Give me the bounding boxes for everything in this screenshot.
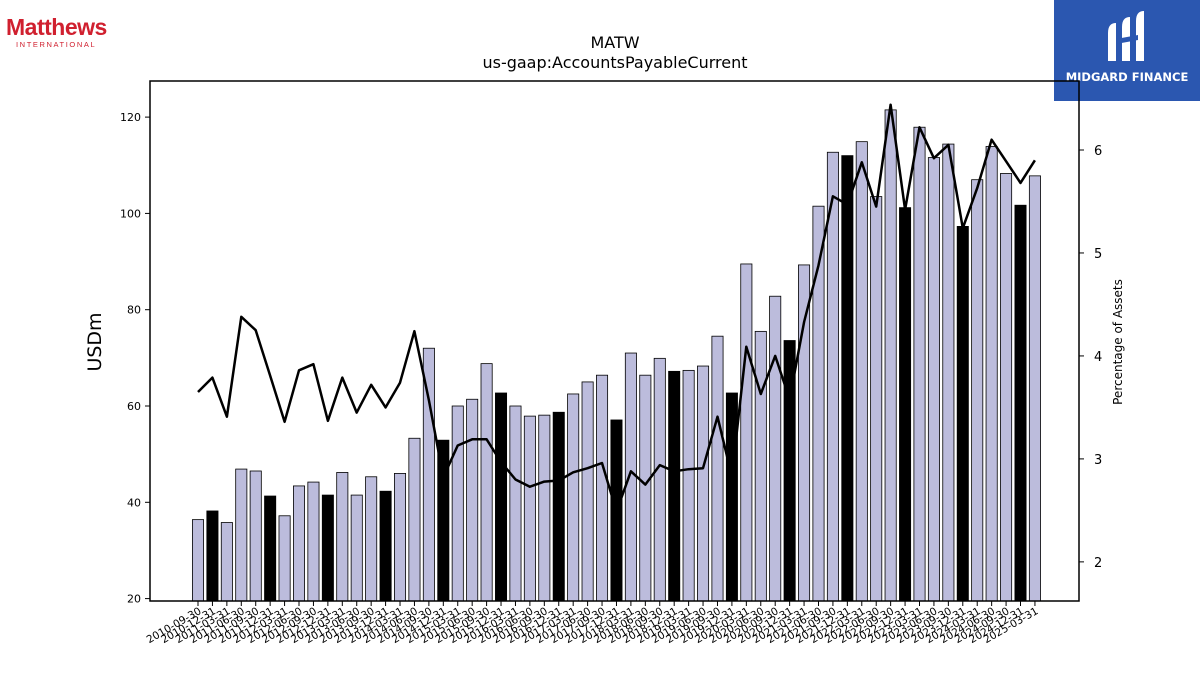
logo-company-name: MIDGARD FINANCE [1065,70,1189,84]
bar [668,370,681,602]
chart-subtitle: us-gaap:AccountsPayableCurrent [482,53,747,72]
y2-tick-label: 4 [1094,350,1102,365]
bar [653,357,666,602]
bar [206,510,219,602]
chart-title: MATW [590,33,639,52]
bar [1028,175,1041,602]
bar [971,179,984,602]
bar [437,439,450,602]
y-tick-label: 60 [127,400,141,413]
y2-axis-label: Percentage of Assets [1111,279,1125,405]
bar [769,295,782,602]
bar [350,494,363,602]
bar [581,381,594,602]
y-tick-label: 80 [127,304,141,317]
bar [884,109,897,602]
bar [697,365,710,602]
y2-tick-label: 3 [1094,453,1102,468]
bar [365,476,378,602]
bar [466,398,479,602]
bar [754,330,767,602]
bar [913,126,926,602]
bar [711,335,724,602]
bar [509,405,522,602]
y2-tick-label: 2 [1094,556,1102,571]
bar [1000,173,1013,602]
y2-tick-label: 5 [1094,247,1102,262]
bar [235,468,248,602]
bar [682,369,695,602]
bar-group [191,109,1041,602]
bar [725,392,738,602]
bar [249,470,262,602]
plot-frame [149,80,1080,602]
bar [293,485,306,602]
bar [639,374,652,602]
bar [379,490,392,602]
bar [596,374,609,602]
bar [552,411,565,602]
bar [942,143,955,602]
bar [841,155,854,602]
bar [523,415,536,602]
y-tick-label: 100 [120,207,141,220]
bar [394,473,407,602]
bar [321,494,334,602]
bar [408,437,421,602]
bar [451,405,464,602]
bar [278,515,291,602]
bar [480,363,493,602]
bar [264,495,277,602]
logo-brand-text: Matthews [6,14,107,40]
bar [1014,204,1027,602]
y-axis-label: USDm [84,312,106,371]
y-tick-label: 20 [127,593,141,606]
bar [956,226,969,602]
y-tick-label: 120 [120,111,141,124]
y-tick-label: 40 [127,496,141,509]
matthews-logo: Matthews INTERNATIONAL [6,14,116,49]
midgard-mark-icon [1108,11,1144,61]
bar [855,141,868,602]
bar [899,207,912,602]
bar [495,392,508,602]
bar [798,264,811,602]
bar [927,157,940,602]
percentage-line [197,103,1036,513]
bar [870,196,883,602]
bar [624,352,637,602]
bar [191,519,204,602]
bar [985,146,998,602]
bar [336,472,349,602]
bar [740,263,753,602]
bar [567,393,580,602]
bar [220,522,233,602]
bar [538,414,551,602]
y2-tick-label: 6 [1094,144,1102,159]
bar [307,481,320,602]
line-layer [197,103,1036,513]
axes: 20406080100120234562010-09-302010-12-312… [120,80,1102,646]
logo-sub-text: INTERNATIONAL [16,40,97,49]
